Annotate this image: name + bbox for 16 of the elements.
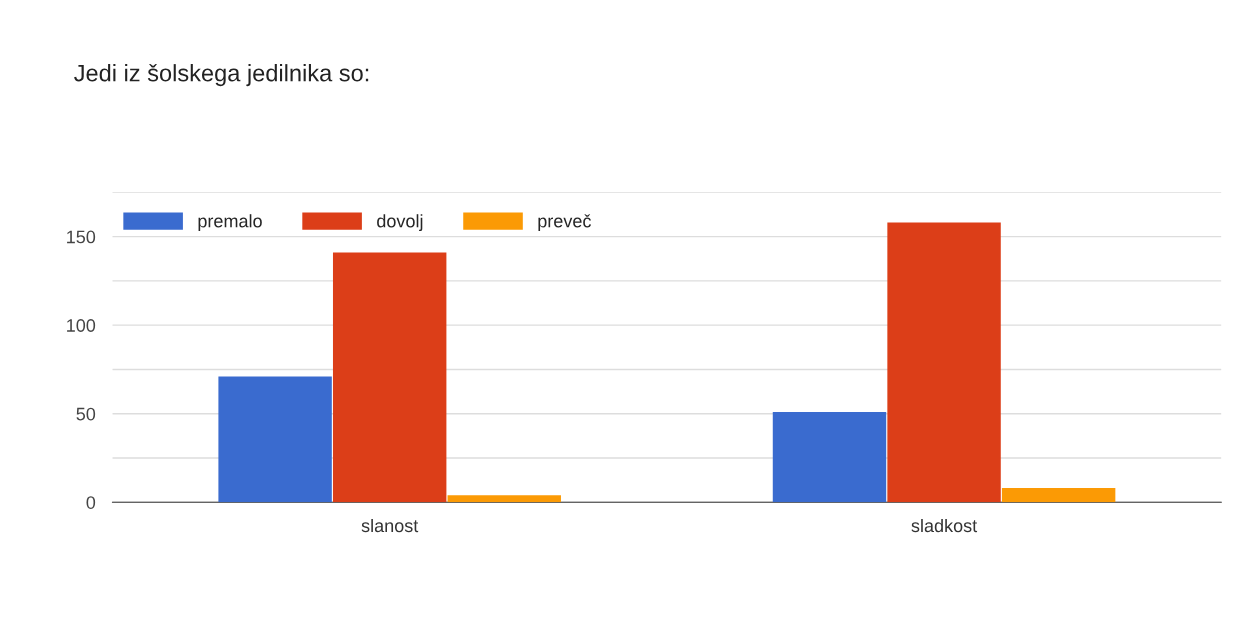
bar xyxy=(332,252,447,503)
legend-label: preveč xyxy=(538,214,591,232)
bar xyxy=(1001,488,1116,503)
y-tick-label: 0 xyxy=(86,496,96,509)
x-tick-label: slanost xyxy=(361,518,419,533)
x-tick-label: sladkost xyxy=(911,518,978,533)
legend-label: dovolj xyxy=(377,214,423,232)
y-tick-label: 150 xyxy=(67,230,96,244)
chart-title: Jedi iz šolskega jedilnika so: xyxy=(74,64,369,87)
y-tick-label: 50 xyxy=(76,407,96,421)
bar xyxy=(218,376,332,503)
legend-label: premalo xyxy=(198,214,262,232)
bar xyxy=(772,411,887,503)
bar xyxy=(447,495,561,503)
y-tick-label: 100 xyxy=(67,319,96,332)
bar xyxy=(887,222,1001,503)
